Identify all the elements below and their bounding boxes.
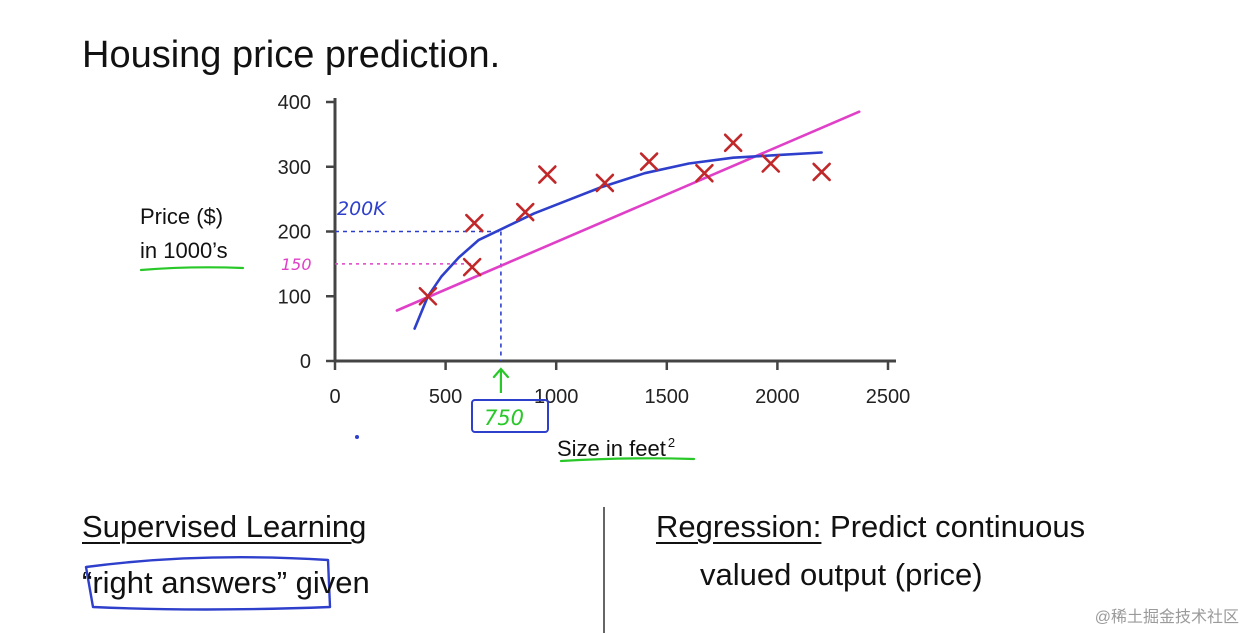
x-tick-label: 2500 bbox=[866, 386, 911, 408]
y-tick-label: 0 bbox=[300, 351, 311, 373]
annotation-750: 750 bbox=[484, 406, 524, 430]
data-point-stroke bbox=[515, 202, 535, 222]
x-axis-label: Size in feet 2 bbox=[557, 428, 675, 464]
chart-axes: 0 100 200 300 400 0 500 1000 1500 2000 2500 bbox=[278, 92, 911, 408]
x-tick-label: 0 bbox=[329, 386, 340, 408]
data-point-stroke bbox=[595, 173, 615, 193]
y-tick-label: 200 bbox=[278, 222, 311, 244]
slide-title: Housing price prediction. bbox=[82, 34, 501, 76]
chart-guides bbox=[335, 230, 502, 361]
close-quote: ” bbox=[276, 565, 288, 600]
given-text: given bbox=[295, 565, 370, 600]
regression-line: Regression: Predict continuous bbox=[656, 507, 1085, 547]
data-point-stroke bbox=[639, 152, 659, 171]
data-point bbox=[761, 154, 781, 173]
data-point bbox=[515, 202, 535, 222]
annotation-150: 150 bbox=[281, 255, 312, 274]
data-point bbox=[639, 152, 659, 171]
y-axis-label-line2: in 1000’s bbox=[140, 238, 228, 263]
hand-underlines bbox=[84, 266, 696, 611]
y-tick-label: 100 bbox=[278, 286, 311, 308]
chart-points bbox=[418, 133, 831, 306]
data-point bbox=[595, 173, 615, 193]
regression-heading: Regression: bbox=[656, 509, 822, 544]
regression-description: Predict continuous bbox=[830, 509, 1086, 544]
data-point bbox=[418, 286, 438, 306]
y-axis-label-line1: Price ($) bbox=[140, 204, 224, 229]
chart-annotations: 200K 150 750 bbox=[281, 198, 549, 439]
data-point-stroke bbox=[761, 154, 781, 173]
right-answers-box bbox=[84, 556, 332, 611]
y-tick-label: 300 bbox=[278, 157, 311, 179]
right-answers-line: “right answers” given bbox=[82, 563, 370, 603]
right-answers-text: right answers bbox=[92, 565, 277, 600]
query-arrow-head bbox=[492, 367, 509, 379]
ink-dot bbox=[355, 435, 359, 439]
data-point bbox=[695, 163, 714, 183]
x-axis-label-text: Size in feet bbox=[557, 436, 666, 461]
data-point bbox=[462, 257, 482, 277]
watermark: @稀土掘金技术社区 bbox=[1094, 609, 1239, 626]
regression-description-line2: valued output (price) bbox=[700, 557, 983, 592]
data-point bbox=[812, 162, 831, 182]
annotation-750-box bbox=[471, 399, 549, 433]
data-point bbox=[538, 165, 557, 184]
fit-curve bbox=[413, 151, 823, 330]
ylabel-underline bbox=[139, 266, 245, 272]
fit-straight-line bbox=[395, 110, 861, 312]
data-point-stroke bbox=[462, 257, 482, 277]
x-tick-label: 500 bbox=[429, 386, 462, 408]
y-tick-label: 400 bbox=[278, 92, 311, 114]
annotation-200k: 200K bbox=[337, 198, 387, 220]
column-divider bbox=[603, 507, 605, 633]
data-point-stroke bbox=[538, 165, 557, 184]
data-point bbox=[723, 133, 743, 153]
x-tick-label: 2000 bbox=[755, 386, 800, 408]
x-axis-label-exponent: 2 bbox=[667, 435, 676, 450]
supervised-learning-heading: Supervised Learning bbox=[82, 509, 367, 544]
xlabel-underline bbox=[559, 457, 696, 463]
y-axis-label: Price ($) in 1000’s bbox=[140, 200, 228, 268]
x-tick-label: 1500 bbox=[645, 386, 690, 408]
data-point bbox=[465, 213, 484, 233]
open-quote: “ bbox=[82, 565, 93, 600]
data-point-stroke bbox=[418, 286, 438, 306]
data-point-stroke bbox=[465, 213, 484, 233]
data-point-stroke bbox=[812, 162, 831, 182]
data-point-stroke bbox=[723, 133, 743, 153]
chart-fits bbox=[395, 110, 861, 330]
data-point-stroke bbox=[695, 163, 714, 183]
x-tick-label: 1000 bbox=[534, 386, 579, 408]
